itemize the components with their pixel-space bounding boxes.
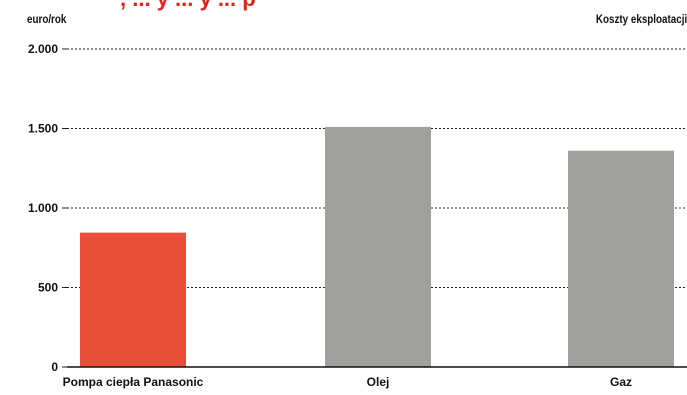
y-tick-label: 500: [38, 281, 58, 295]
y-tick-label: 2.000: [28, 42, 58, 56]
x-category-label: Olej: [367, 375, 390, 389]
x-category-label: Pompa ciepła Panasonic: [63, 375, 204, 389]
x-category-label: Gaz: [610, 375, 632, 389]
y-tick-label: 1.500: [28, 122, 58, 136]
bar: [568, 150, 674, 367]
chart-title-fragment: , ... y ... y ... p: [120, 0, 256, 12]
y-axis-label: euro/rok: [27, 12, 67, 26]
y-tick-label: 1.000: [28, 201, 58, 215]
bar: [325, 126, 431, 367]
legend-label: Koszty eksploatacji*: [595, 12, 687, 26]
y-tick-label: 0: [51, 360, 58, 374]
bar: [80, 232, 186, 367]
